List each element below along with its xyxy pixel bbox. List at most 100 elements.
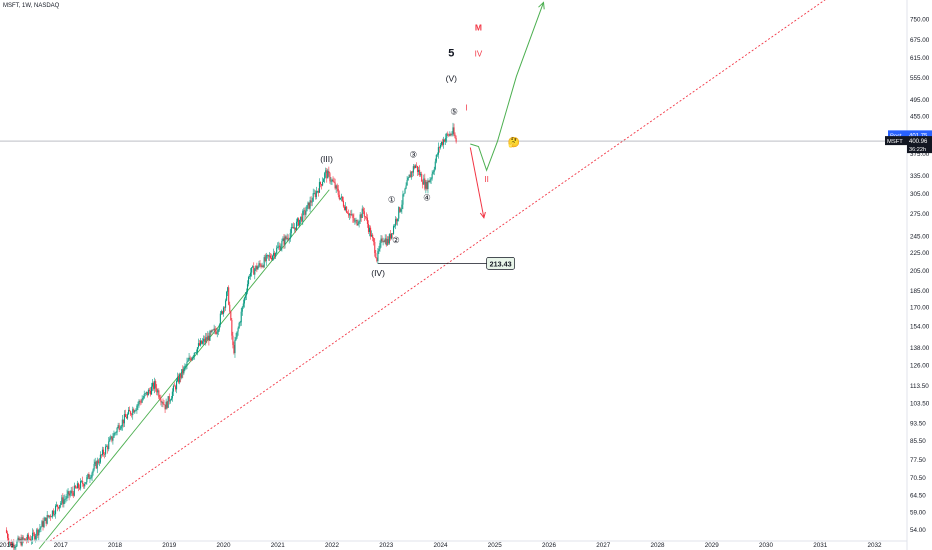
candle-body — [383, 241, 385, 243]
candle-body — [20, 538, 22, 546]
x-tick-label: 2023 — [379, 542, 394, 549]
candle-body — [161, 401, 163, 403]
candle-body — [205, 337, 207, 343]
candle-body — [392, 226, 395, 234]
x-tick-label: 2025 — [488, 542, 503, 549]
candle-body — [132, 409, 134, 416]
candle-body — [83, 484, 85, 487]
candle-body — [265, 255, 267, 261]
candle-body — [49, 515, 51, 517]
y-axis: 750.00675.00615.00555.00495.00455.00415.… — [906, 0, 932, 550]
candle-body — [78, 487, 81, 489]
candle-body — [336, 185, 338, 189]
candle-body — [238, 323, 240, 329]
candle-body — [114, 432, 116, 434]
candle-body — [330, 181, 332, 182]
candle-body — [237, 328, 239, 332]
candle-body — [216, 332, 218, 334]
candle-body — [333, 181, 335, 183]
candle-body — [440, 141, 443, 145]
candle-body — [327, 170, 329, 179]
candle-body — [150, 386, 153, 395]
candle-body — [102, 449, 105, 454]
candle-body — [433, 169, 435, 172]
candle-body — [374, 241, 376, 254]
candle-body — [125, 417, 128, 419]
candle-body — [283, 238, 285, 245]
candle-body — [404, 188, 406, 194]
candle-body — [135, 409, 137, 411]
candle-body — [292, 227, 294, 229]
candle-body — [375, 253, 377, 258]
candle-body — [315, 191, 317, 197]
candle-body — [152, 382, 154, 387]
candle-body — [299, 219, 301, 226]
candle-body — [243, 297, 245, 304]
last-price: 400.96 — [909, 139, 928, 145]
candle-body — [173, 385, 176, 387]
candle-body — [22, 537, 24, 540]
candle-body — [442, 141, 444, 145]
candle-body — [428, 180, 430, 183]
y-tick-label: 305.00 — [910, 191, 930, 198]
candle-body — [159, 397, 161, 400]
y-tick-label: 375.00 — [910, 151, 930, 158]
candle-body — [206, 337, 208, 340]
candle-body — [241, 306, 243, 312]
candle-body — [380, 238, 382, 244]
candle-body — [326, 170, 328, 179]
candle-body — [226, 291, 228, 301]
candle-body — [356, 220, 358, 226]
candle-body — [63, 499, 65, 505]
candle-body — [328, 170, 330, 174]
candle-body — [117, 425, 119, 428]
candle-body — [12, 543, 14, 548]
candle-body — [376, 257, 378, 262]
candle-body — [207, 335, 209, 340]
candle-body — [158, 390, 160, 398]
candle-body — [27, 534, 29, 539]
candle-body — [110, 436, 112, 439]
candle-body — [191, 357, 193, 361]
candle-body — [188, 357, 190, 361]
candle-body — [104, 453, 106, 455]
candle-body — [147, 389, 149, 396]
candle-body — [278, 245, 280, 247]
candle-body — [146, 391, 148, 396]
candle-body — [281, 240, 283, 247]
candle-body — [306, 205, 308, 212]
candle-body — [338, 194, 340, 200]
candle-body — [368, 227, 371, 232]
y-tick-label: 113.50 — [910, 383, 929, 390]
candle-body — [86, 477, 88, 483]
candle-body — [276, 247, 278, 254]
candle-body — [167, 396, 169, 408]
candle-body — [92, 469, 94, 473]
candle-body — [59, 505, 61, 509]
candle-body — [121, 419, 123, 427]
candle-body — [268, 255, 270, 257]
candle-body — [323, 179, 325, 182]
candle-body — [304, 210, 306, 215]
candle-body — [413, 166, 415, 168]
candle-body — [13, 543, 15, 549]
candle-body — [305, 211, 307, 215]
candle-body — [430, 178, 432, 180]
candle-body — [58, 506, 60, 509]
candle-body — [288, 239, 290, 240]
candle-body — [416, 165, 419, 172]
candle-body — [181, 369, 183, 378]
y-tick-label: 93.50 — [910, 420, 926, 427]
candle-body — [70, 490, 72, 494]
candle-body — [274, 252, 276, 257]
candle-body — [247, 276, 250, 285]
candle-body — [185, 365, 187, 367]
candle-body — [141, 399, 143, 403]
x-tick-label: 2027 — [596, 542, 611, 549]
candle-body — [312, 193, 314, 202]
candle-body — [139, 400, 141, 402]
candle-body — [354, 220, 356, 222]
candle-body — [39, 528, 41, 530]
